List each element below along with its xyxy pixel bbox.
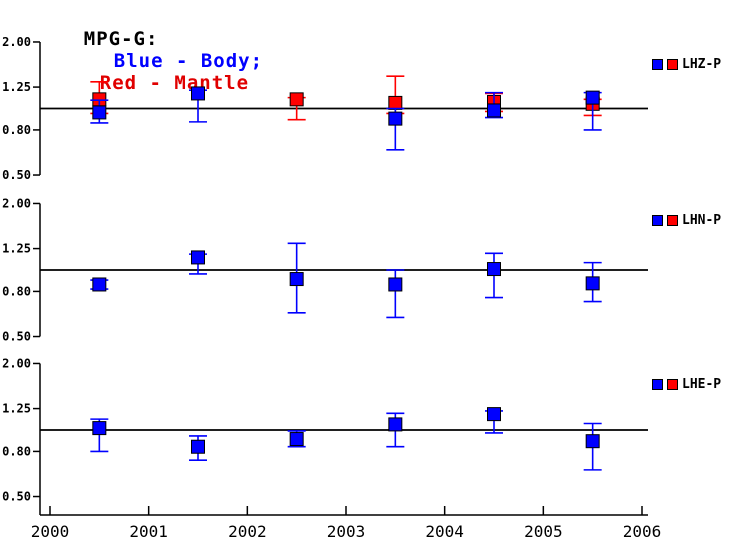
body-swatch-icon bbox=[652, 215, 663, 226]
marker-body bbox=[289, 432, 304, 447]
legend-panel-lhn: LHN-P bbox=[652, 213, 721, 228]
y-axis-tick-label: 2.00 bbox=[2, 356, 31, 370]
y-axis-tick-label: 1.25 bbox=[2, 242, 31, 256]
y-axis-tick-label: 2.00 bbox=[2, 196, 31, 210]
x-axis-tick-label: 2000 bbox=[31, 522, 70, 541]
marker-body bbox=[487, 262, 501, 277]
marker-body bbox=[585, 90, 600, 105]
y-axis-tick-label: 1.25 bbox=[2, 402, 31, 416]
marker-body bbox=[388, 417, 403, 432]
body-swatch-icon bbox=[652, 379, 663, 390]
y-axis-tick-label: 2.00 bbox=[2, 35, 31, 49]
x-axis-tick-label: 2001 bbox=[129, 522, 168, 541]
legend-panel-lhe: LHE-P bbox=[652, 377, 721, 392]
marker-mantle bbox=[289, 92, 304, 107]
y-axis-tick-label: 0.50 bbox=[2, 490, 31, 504]
marker-body bbox=[585, 434, 600, 449]
marker-body bbox=[191, 439, 205, 454]
x-axis-tick-label: 2002 bbox=[228, 522, 267, 541]
legend-panel-lhz: LHZ-P bbox=[652, 57, 721, 72]
marker-body bbox=[388, 111, 403, 126]
marker-body bbox=[191, 250, 205, 265]
y-axis-tick-label: 0.80 bbox=[2, 123, 31, 137]
y-axis-tick-label: 0.80 bbox=[2, 444, 31, 458]
marker-body bbox=[92, 277, 107, 292]
mantle-swatch-icon bbox=[667, 59, 678, 70]
y-axis-tick-label: 1.25 bbox=[2, 80, 31, 94]
chart-title-body-legend: Blue - Body; bbox=[113, 50, 264, 72]
x-axis-tick-label: 2006 bbox=[623, 522, 662, 541]
body-swatch-icon bbox=[652, 59, 663, 70]
marker-body bbox=[585, 276, 600, 291]
legend-label: LHN-P bbox=[682, 213, 722, 228]
chart-title-main: MPG-G: bbox=[83, 28, 159, 50]
marker-body bbox=[388, 277, 403, 292]
x-axis-tick-label: 2003 bbox=[327, 522, 366, 541]
marker-body bbox=[487, 407, 501, 422]
y-axis-tick-label: 0.80 bbox=[2, 284, 31, 298]
mantle-swatch-icon bbox=[667, 215, 678, 226]
legend-label: LHZ-P bbox=[682, 57, 722, 72]
x-axis-tick-label: 2005 bbox=[524, 522, 563, 541]
marker-body bbox=[487, 103, 501, 118]
marker-body bbox=[191, 86, 205, 101]
marker-mantle bbox=[388, 95, 403, 110]
legend-label: LHE-P bbox=[682, 377, 722, 392]
x-axis-tick-label: 2004 bbox=[425, 522, 464, 541]
y-axis-tick-label: 0.50 bbox=[2, 168, 31, 182]
marker-body bbox=[92, 105, 107, 120]
mantle-swatch-icon bbox=[667, 379, 678, 390]
marker-body bbox=[289, 272, 304, 287]
y-axis-tick-label: 0.50 bbox=[2, 330, 31, 344]
marker-body bbox=[92, 421, 107, 436]
